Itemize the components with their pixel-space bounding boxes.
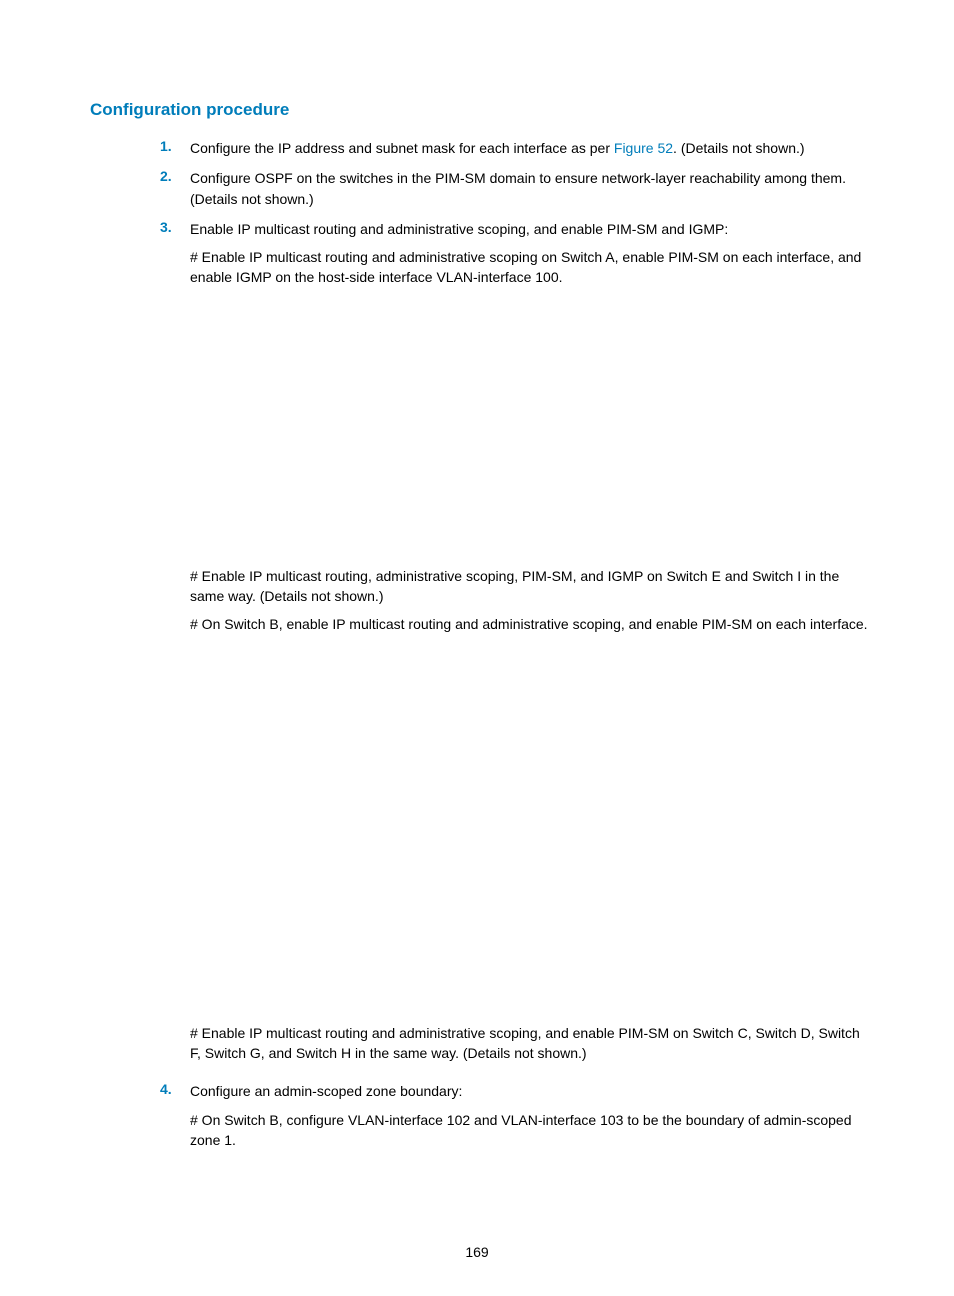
document-page: Configuration procedure 1. Configure the… <box>0 0 954 1296</box>
list-body: Enable IP multicast routing and administ… <box>190 219 874 1071</box>
list-item: 3. Enable IP multicast routing and admin… <box>160 219 874 1071</box>
text: Enable IP multicast routing and administ… <box>190 219 874 239</box>
content-gap <box>190 643 874 1023</box>
page-number: 169 <box>0 1244 954 1260</box>
list-number: 3. <box>160 219 190 235</box>
list-item: 1. Configure the IP address and subnet m… <box>160 138 874 158</box>
list-body: Configure OSPF on the switches in the PI… <box>190 168 874 209</box>
sub-text: # On Switch B, configure VLAN-interface … <box>190 1110 874 1151</box>
list-item: 4. Configure an admin-scoped zone bounda… <box>160 1081 874 1158</box>
figure-link[interactable]: Figure 52 <box>614 140 673 156</box>
section-heading: Configuration procedure <box>90 100 874 120</box>
text: Configure OSPF on the switches in the PI… <box>190 170 846 206</box>
sub-text: # On Switch B, enable IP multicast routi… <box>190 614 874 634</box>
text: Configure the IP address and subnet mask… <box>190 140 614 156</box>
ordered-list: 1. Configure the IP address and subnet m… <box>160 138 874 1158</box>
content-gap <box>190 296 874 566</box>
sub-text: # Enable IP multicast routing and admini… <box>190 1023 874 1064</box>
list-body: Configure the IP address and subnet mask… <box>190 138 874 158</box>
text: . (Details not shown.) <box>673 140 805 156</box>
text: Configure an admin-scoped zone boundary: <box>190 1081 874 1101</box>
list-item: 2. Configure OSPF on the switches in the… <box>160 168 874 209</box>
sub-text: # Enable IP multicast routing, administr… <box>190 566 874 607</box>
sub-text: # Enable IP multicast routing and admini… <box>190 247 874 288</box>
list-number: 1. <box>160 138 190 154</box>
list-number: 4. <box>160 1081 190 1097</box>
list-body: Configure an admin-scoped zone boundary:… <box>190 1081 874 1158</box>
list-number: 2. <box>160 168 190 184</box>
